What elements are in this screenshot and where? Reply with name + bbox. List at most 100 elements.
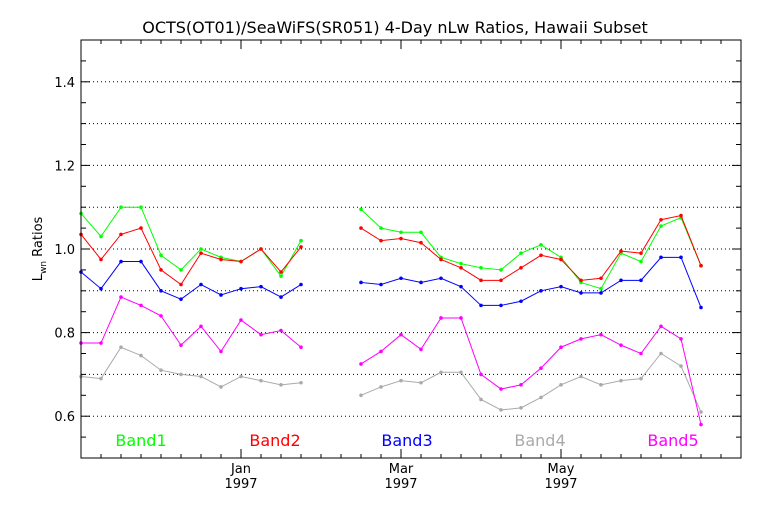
- legend-entry-band2: Band2: [249, 431, 300, 450]
- data-point-band2: [99, 257, 103, 262]
- data-point-band5: [279, 328, 283, 333]
- data-point-band2: [199, 251, 203, 255]
- data-point-band3: [439, 276, 443, 281]
- data-point-band1: [179, 268, 183, 272]
- data-point-band4: [99, 376, 103, 381]
- data-point-band1: [479, 266, 483, 270]
- data-point-band5: [559, 345, 563, 350]
- series-line-band5: [81, 296, 702, 425]
- data-point-band5: [219, 349, 223, 354]
- legend-entry-band1: Band1: [115, 431, 166, 450]
- data-point-band1: [659, 224, 663, 228]
- data-point-band2: [419, 240, 423, 245]
- data-point-band3: [299, 282, 303, 287]
- series-line-band3: [80, 256, 702, 308]
- data-point-band5: [699, 422, 703, 427]
- data-point-band5: [639, 351, 643, 356]
- legend-entry-band4: Band4: [514, 431, 565, 450]
- data-point-band4: [559, 383, 563, 387]
- data-point-band2: [679, 213, 683, 218]
- data-point-band1: [379, 226, 383, 230]
- data-point-band1: [99, 234, 103, 239]
- data-point-band3: [199, 282, 203, 287]
- data-point-band2: [579, 278, 583, 283]
- data-point-band5: [419, 347, 423, 352]
- data-point-band4: [639, 376, 643, 381]
- data-point-band1: [299, 238, 303, 243]
- data-point-band3: [639, 278, 643, 283]
- data-point-band4: [499, 408, 503, 412]
- data-point-band5: [99, 341, 103, 345]
- data-point-band3: [239, 286, 243, 291]
- series-line-band4: [80, 346, 702, 413]
- data-point-band5: [499, 387, 503, 391]
- data-point-band4: [459, 370, 463, 375]
- data-point-band4: [139, 353, 143, 358]
- data-point-band2: [639, 251, 643, 255]
- y-tick-label: 1.4: [54, 76, 75, 91]
- data-point-band5: [359, 362, 363, 366]
- data-point-band1: [159, 253, 163, 258]
- data-point-band5: [539, 366, 543, 370]
- data-point-band1: [139, 205, 143, 209]
- data-point-band2: [659, 217, 663, 222]
- data-point-band4: [239, 374, 243, 379]
- data-point-band4: [599, 383, 603, 387]
- data-point-band5: [519, 383, 523, 387]
- series-line-band2: [80, 214, 702, 286]
- data-point-band3: [259, 284, 263, 289]
- data-point-band3: [119, 259, 123, 264]
- data-point-band4: [119, 345, 123, 350]
- data-point-band5: [299, 345, 303, 350]
- x-tick-label: Jan: [230, 462, 251, 477]
- y-axis-label: Lwn Ratios: [31, 216, 49, 281]
- data-point-band5: [159, 314, 163, 318]
- data-point-band3: [479, 303, 483, 308]
- data-point-band5: [259, 332, 263, 337]
- data-point-band3: [219, 293, 223, 297]
- data-point-band3: [679, 255, 683, 260]
- data-point-band3: [399, 276, 403, 281]
- data-point-band4: [699, 410, 703, 414]
- data-point-band1: [279, 274, 283, 278]
- data-point-band3: [179, 297, 183, 301]
- data-point-band2: [699, 263, 703, 268]
- data-point-band2: [439, 257, 443, 262]
- data-point-band1: [539, 243, 543, 247]
- data-point-band4: [419, 380, 423, 385]
- data-point-band4: [299, 380, 303, 385]
- data-point-band2: [239, 259, 243, 264]
- y-tick-label: 1.0: [54, 243, 75, 258]
- data-point-band3: [539, 289, 543, 293]
- data-point-band2: [519, 266, 523, 270]
- data-point-band4: [539, 395, 543, 400]
- data-point-band3: [699, 305, 703, 310]
- data-point-band4: [179, 372, 183, 377]
- data-point-band4: [519, 406, 523, 410]
- data-point-band3: [599, 291, 603, 295]
- data-point-band2: [259, 247, 263, 251]
- data-point-band2: [459, 266, 463, 270]
- data-point-band3: [519, 299, 523, 304]
- data-point-band2: [179, 282, 183, 287]
- x-tick-year-label: 1997: [224, 477, 257, 492]
- data-point-band1: [459, 261, 463, 266]
- data-point-band2: [499, 278, 503, 283]
- data-point-band3: [419, 280, 423, 285]
- data-point-band5: [579, 337, 583, 341]
- data-point-band3: [579, 291, 583, 295]
- y-axis-label-main: L: [31, 273, 46, 281]
- data-point-band3: [379, 282, 383, 287]
- data-point-band1: [199, 247, 203, 251]
- y-axis-label-rest: Ratios: [31, 216, 46, 261]
- data-point-band4: [199, 374, 203, 379]
- data-point-band5: [399, 332, 403, 337]
- data-point-band1: [359, 207, 363, 212]
- data-point-band5: [379, 349, 383, 354]
- data-point-band4: [259, 378, 263, 383]
- data-point-band1: [599, 286, 603, 291]
- data-point-band1: [419, 230, 423, 235]
- data-point-band4: [679, 364, 683, 368]
